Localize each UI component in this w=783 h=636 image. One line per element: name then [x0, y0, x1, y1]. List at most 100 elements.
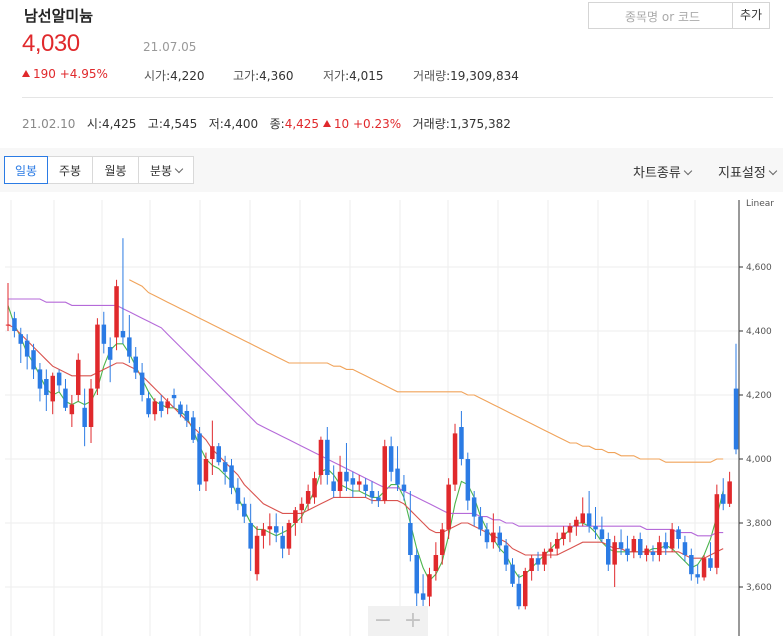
- stat-label: 저가: [323, 69, 346, 83]
- current-price: 4,030: [22, 30, 80, 57]
- candle-body: [50, 375, 55, 402]
- stat-value: 4,360: [259, 69, 294, 83]
- candle-body: [689, 555, 694, 575]
- candle-body: [593, 526, 598, 530]
- candle-body: [497, 532, 502, 546]
- search-input[interactable]: [589, 3, 736, 30]
- candle-body: [561, 532, 566, 539]
- candle-body: [248, 523, 253, 549]
- change-amount: 190: [33, 67, 56, 81]
- daily-volume-label: 거래량: [412, 117, 446, 131]
- candle-body: [44, 379, 49, 395]
- stat-low: 저가:4,015: [323, 69, 384, 83]
- candle-body: [586, 513, 592, 527]
- candle-body: [650, 551, 656, 555]
- candle-body: [612, 542, 617, 565]
- candle-body: [644, 548, 649, 555]
- candle-body: [382, 446, 387, 501]
- candle-body: [657, 542, 662, 555]
- candle-body: [344, 471, 349, 482]
- chart-type-label: 차트종류: [633, 166, 681, 181]
- candle-body: [274, 526, 279, 533]
- candle-body: [184, 411, 190, 421]
- candle-body: [114, 286, 119, 338]
- candle-body: [242, 503, 247, 517]
- candle-body: [159, 401, 164, 411]
- candle-body: [721, 494, 726, 504]
- daily-open-label: 시: [86, 117, 98, 131]
- candle-body: [708, 558, 713, 568]
- candle-body: [433, 555, 439, 571]
- daily-high-label: 고: [147, 117, 159, 131]
- y-tick-label: 4,600: [746, 263, 772, 273]
- candle-body: [701, 558, 707, 578]
- candle-body: [727, 481, 732, 504]
- candle-body: [606, 539, 611, 565]
- indicator-settings-dropdown[interactable]: 지표설정: [718, 162, 778, 181]
- candle-body: [401, 484, 407, 491]
- candle-body: [408, 523, 413, 555]
- candle-body: [574, 519, 579, 527]
- daily-ohlc-row: 21.02.10 시:4,425 고:4,545 저:4,400 종:4,425…: [22, 117, 511, 131]
- zoom-out-button[interactable]: −: [373, 608, 393, 633]
- candle-body: [363, 484, 368, 491]
- candle-body: [107, 347, 113, 360]
- stat-value: 4,220: [170, 69, 205, 83]
- candle-body: [139, 372, 145, 395]
- moving-average-ma120: [129, 279, 724, 463]
- candle-body: [676, 529, 681, 539]
- candle-body: [165, 401, 170, 408]
- daily-low: 4,400: [223, 117, 259, 131]
- candle-body: [133, 356, 138, 373]
- candle-body: [350, 478, 356, 485]
- candle-body: [516, 583, 522, 607]
- candle-body: [229, 465, 234, 488]
- stat-open: 시가:4,220: [144, 69, 205, 83]
- candle-body: [484, 529, 490, 543]
- tab-daily[interactable]: 일봉: [4, 156, 48, 184]
- chevron-down-icon: [683, 166, 693, 176]
- candlestick-chart[interactable]: Linear 4,600 4,400 4,200 4,000 3,800 3,600: [0, 192, 783, 636]
- scale-label: Linear: [746, 199, 774, 209]
- candle-body: [631, 539, 637, 552]
- daily-volume: 1,375,382: [449, 117, 511, 131]
- candle-body: [714, 494, 720, 568]
- candle-body: [471, 497, 477, 517]
- candle-body: [452, 433, 458, 485]
- candle-body: [5, 324, 11, 326]
- y-tick-label: 3,800: [746, 519, 772, 529]
- candle-body: [76, 359, 81, 395]
- add-button[interactable]: 추가: [732, 2, 770, 29]
- candle-body: [414, 555, 419, 594]
- candle-body: [395, 468, 400, 485]
- candle-body: [293, 510, 298, 523]
- daily-change: 10: [333, 117, 350, 131]
- candle-body: [478, 516, 483, 530]
- quote-date: 21.07.05: [143, 40, 197, 54]
- candle-body: [101, 324, 107, 344]
- candle-body: [465, 459, 471, 501]
- tab-minute[interactable]: 분봉: [139, 156, 194, 184]
- candle-body: [682, 542, 688, 555]
- candle-body: [24, 340, 30, 357]
- candle-body: [567, 526, 573, 533]
- candle-body: [178, 404, 183, 415]
- candle-body: [599, 529, 605, 539]
- candle-body: [261, 529, 266, 536]
- tab-weekly[interactable]: 주봉: [48, 156, 93, 184]
- chevron-down-icon: [174, 164, 184, 174]
- candle-body: [216, 446, 221, 463]
- tab-monthly[interactable]: 월봉: [93, 156, 139, 184]
- candle-body: [555, 539, 560, 549]
- daily-change-percent: +0.23%: [353, 117, 402, 131]
- candle-body: [191, 417, 196, 440]
- search-box: [588, 2, 736, 30]
- chart-type-dropdown[interactable]: 차트종류: [633, 162, 693, 181]
- candle-body: [305, 491, 311, 504]
- candle-body: [337, 471, 343, 491]
- candle-body: [127, 337, 132, 357]
- candle-body: [376, 497, 381, 501]
- zoom-in-button[interactable]: +: [403, 608, 423, 633]
- candle-body: [37, 369, 43, 389]
- candle-body: [95, 324, 100, 389]
